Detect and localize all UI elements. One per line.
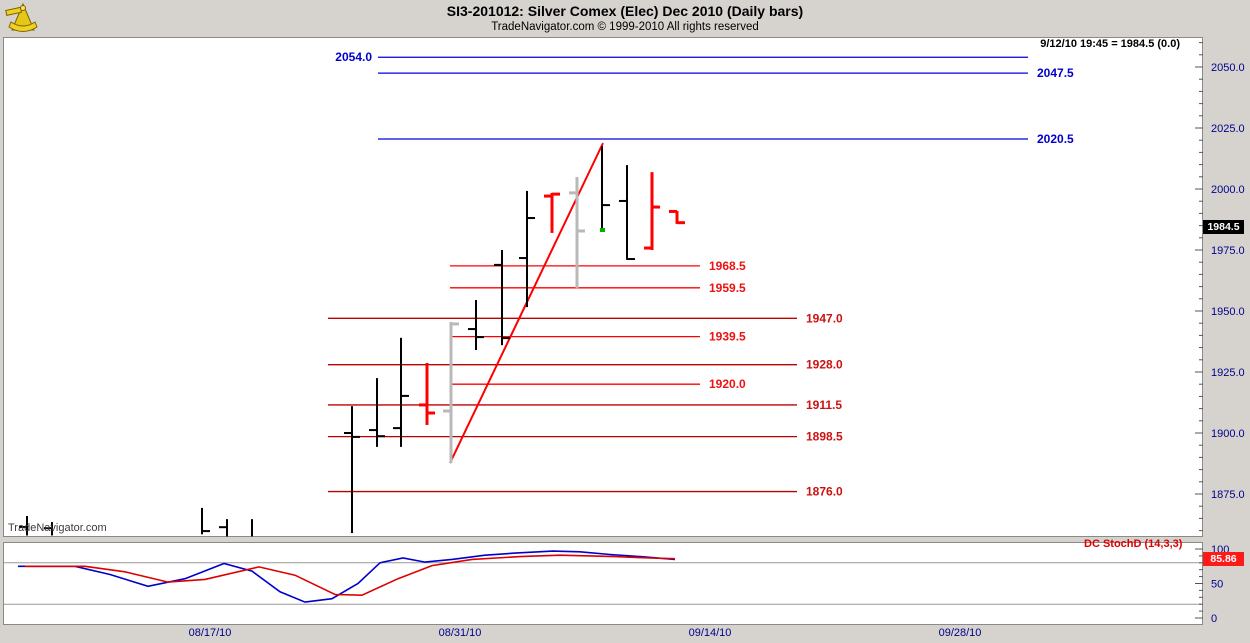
price-level-label-1939.5[interactable]: 1939.5: [709, 330, 746, 344]
price-chart-canvas[interactable]: [3, 37, 1203, 537]
date-axis-label: 09/14/10: [689, 627, 732, 639]
price-level-label-1920.0[interactable]: 1920.0: [709, 377, 746, 391]
price-axis-tick-label: 2050.0: [1211, 62, 1245, 74]
price-axis-tick-label: 2025.0: [1211, 123, 1245, 135]
current-price-badge: 1984.5: [1203, 220, 1244, 234]
stoch-value-badge: 85.86: [1203, 552, 1244, 566]
stoch-series-stochd: [25, 554, 676, 597]
stoch-axis-tick-label: 50: [1211, 579, 1223, 591]
last-quote-line: 9/12/10 19:45 = 1984.5 (0.0): [1040, 38, 1180, 50]
price-level-label-1898.5[interactable]: 1898.5: [806, 430, 843, 444]
price-level-label-1876.0[interactable]: 1876.0: [806, 485, 843, 499]
price-axis-tick-label: 1900.0: [1211, 428, 1245, 440]
stoch-axis-tick-label: 0: [1211, 613, 1217, 625]
chart-title: SI3-201012: Silver Comex (Elec) Dec 2010…: [446, 3, 804, 19]
date-axis-label: 08/17/10: [189, 627, 232, 639]
price-level-label-2054.0[interactable]: 2054.0: [335, 50, 372, 64]
watermark: TradeNavigator.com: [8, 522, 107, 534]
price-level-label-2047.5[interactable]: 2047.5: [1037, 66, 1074, 80]
price-level-label-1947.0[interactable]: 1947.0: [806, 311, 843, 325]
price-axis-tick-label: 1975.0: [1211, 245, 1245, 257]
price-axis-tick-label: 2000.0: [1211, 184, 1245, 196]
chart-subtitle: TradeNavigator.com © 1999-2010 All right…: [491, 21, 759, 33]
date-axis-label: 08/31/10: [439, 627, 482, 639]
price-axis-tick-label: 1875.0: [1211, 489, 1245, 501]
price-level-label-1928.0[interactable]: 1928.0: [806, 358, 843, 372]
stoch-indicator-label: DC StochD (14,3,3): [1084, 538, 1183, 550]
price-axis-tick-label: 1950.0: [1211, 306, 1245, 318]
price-level-label-1959.5[interactable]: 1959.5: [709, 281, 746, 295]
price-axis-tick-label: 1925.0: [1211, 367, 1245, 379]
tradenavigator-sextant-logo-icon: [5, 2, 38, 32]
price-level-label-1911.5[interactable]: 1911.5: [806, 398, 842, 412]
price-level-label-1968.5[interactable]: 1968.5: [709, 259, 746, 273]
date-axis-label: 09/28/10: [939, 627, 982, 639]
price-level-label-2020.5[interactable]: 2020.5: [1037, 132, 1074, 146]
green-low-marker: [600, 227, 605, 232]
